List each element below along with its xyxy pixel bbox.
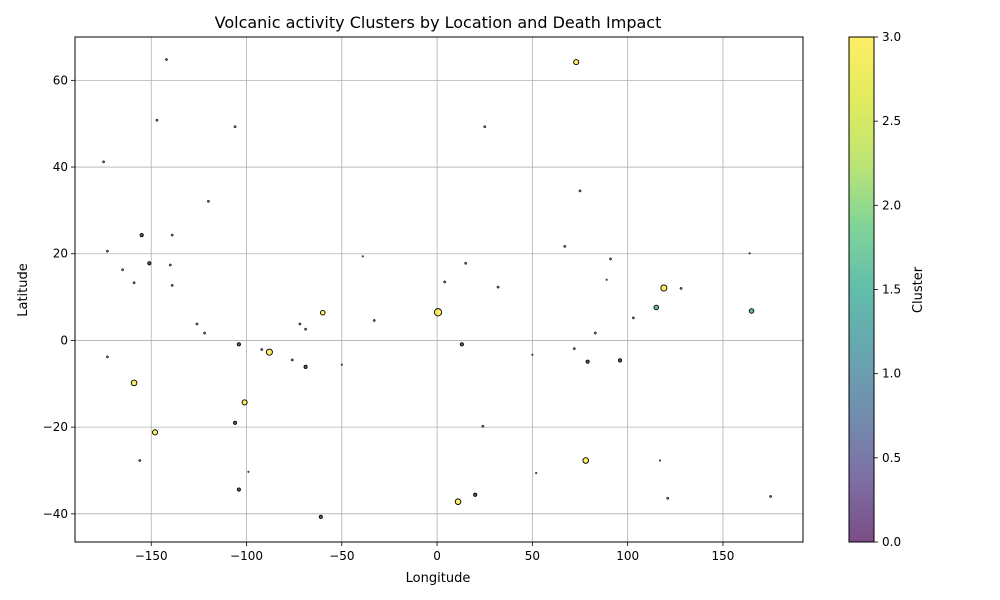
data-point [340, 363, 343, 366]
x-axis-label: Longitude [406, 571, 471, 586]
y-tick-label: 60 [53, 73, 68, 87]
data-point [168, 263, 172, 267]
data-point [260, 348, 264, 351]
y-tick-label: 40 [53, 160, 68, 174]
y-axis-ticks: −40 −20 0 20 40 60 [43, 73, 75, 521]
x-tick-label: 0 [433, 549, 441, 563]
data-point [236, 487, 241, 492]
data-point [473, 492, 478, 497]
data-point [318, 514, 323, 519]
y-tick-label: 20 [53, 247, 68, 261]
colorbar-tick-label: 2.5 [882, 114, 901, 128]
data-point [748, 308, 755, 314]
x-axis-ticks: −150 −100 −50 0 50 100 150 [135, 542, 735, 563]
data-point [605, 278, 608, 281]
data-point [659, 459, 662, 462]
data-point [372, 319, 376, 322]
y-axis-label: Latitude [16, 263, 31, 317]
data-point [496, 285, 500, 289]
data-point [593, 331, 597, 335]
data-point [319, 309, 326, 316]
data-point [535, 472, 538, 475]
data-point [139, 233, 144, 238]
data-point [155, 118, 159, 122]
data-point [585, 359, 590, 364]
data-point [748, 252, 751, 255]
data-point [531, 353, 534, 356]
grid-lines [75, 37, 803, 542]
data-point [578, 189, 582, 193]
data-point [105, 249, 109, 253]
y-tick-label: −40 [43, 507, 68, 521]
data-point [241, 399, 248, 406]
data-point [481, 424, 485, 428]
data-point [290, 358, 294, 362]
data-point [303, 364, 308, 369]
data-point [617, 358, 623, 363]
data-point [483, 125, 487, 129]
data-point [769, 495, 773, 498]
y-tick-label: −20 [43, 420, 68, 434]
data-points [102, 58, 773, 519]
x-tick-label: −50 [329, 549, 354, 563]
data-point [147, 261, 152, 266]
chart-title: Volcanic activity Clusters by Location a… [215, 13, 662, 32]
colorbar-ticks: 0.0 0.5 1.0 1.5 2.0 2.5 3.0 [874, 30, 901, 549]
data-point [105, 355, 109, 359]
data-point [152, 429, 159, 436]
data-point [361, 255, 364, 258]
data-point [165, 58, 168, 61]
x-tick-label: 100 [616, 549, 639, 563]
data-point [247, 470, 250, 473]
data-point [195, 322, 199, 326]
x-tick-label: 150 [712, 549, 735, 563]
data-point [679, 287, 683, 290]
y-tick-label: 0 [60, 333, 68, 347]
data-point [572, 347, 576, 351]
data-point [170, 283, 174, 287]
colorbar: 0.0 0.5 1.0 1.5 2.0 2.5 3.0 Cluster [848, 30, 926, 549]
data-point [102, 160, 105, 164]
data-point [298, 322, 302, 326]
data-point [203, 331, 206, 335]
plot-frame [74, 36, 804, 543]
x-tick-label: −150 [135, 549, 168, 563]
data-point [236, 342, 241, 347]
data-point [666, 496, 670, 500]
data-point [304, 327, 307, 331]
data-point [653, 304, 660, 311]
x-tick-label: −100 [230, 549, 263, 563]
data-point [138, 459, 142, 462]
data-point [433, 308, 443, 317]
data-point [207, 199, 210, 203]
data-point [563, 244, 567, 248]
data-point [265, 348, 273, 356]
data-point [464, 261, 468, 265]
colorbar-tick-label: 3.0 [882, 30, 901, 44]
data-point [130, 379, 138, 387]
colorbar-gradient [849, 37, 874, 542]
colorbar-tick-label: 1.5 [882, 283, 901, 297]
data-point [573, 59, 580, 66]
data-point [631, 316, 635, 320]
data-point [454, 498, 462, 505]
data-point [233, 125, 237, 129]
colorbar-tick-label: 0.0 [882, 535, 901, 549]
data-point [132, 281, 136, 285]
data-point [582, 457, 590, 464]
data-point [660, 284, 668, 292]
data-point [609, 257, 612, 261]
colorbar-tick-label: 0.5 [882, 451, 901, 465]
data-point [121, 268, 125, 272]
colorbar-tick-label: 2.0 [882, 198, 901, 212]
data-point [233, 420, 238, 425]
colorbar-tick-label: 1.0 [882, 367, 901, 381]
data-point [443, 280, 447, 284]
data-point [459, 342, 464, 347]
data-point [170, 233, 174, 237]
colorbar-label: Cluster [911, 266, 926, 313]
x-tick-label: 50 [525, 549, 540, 563]
